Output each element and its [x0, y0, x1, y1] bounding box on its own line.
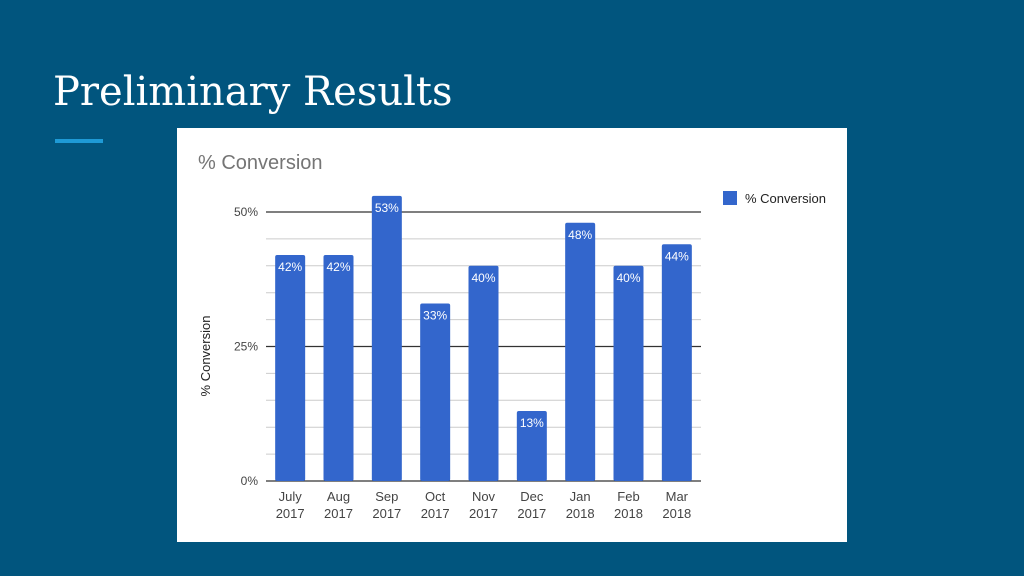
- bar: [516, 411, 547, 481]
- chart-title: % Conversion: [198, 152, 323, 174]
- bar-value-label: 13%: [520, 416, 544, 430]
- y-axis-tick-labels: 0% 25% 50%: [234, 205, 258, 488]
- x-tick-year: 2018: [566, 506, 595, 521]
- y-tick-label: 25%: [234, 340, 258, 354]
- x-tick-month: Feb: [617, 489, 639, 504]
- legend: % Conversion: [723, 191, 826, 206]
- x-tick-month: Sep: [375, 489, 398, 504]
- bar: [468, 265, 499, 481]
- x-tick-year: 2017: [517, 506, 546, 521]
- x-tick-label: Mar 2018: [662, 489, 691, 521]
- legend-swatch: [723, 191, 737, 205]
- bar: [420, 303, 451, 481]
- x-tick-label: Jan 2018: [566, 489, 595, 521]
- bar-value-label: 42%: [326, 260, 350, 274]
- bar: [323, 255, 354, 481]
- x-tick-label: Sep 2017: [372, 489, 401, 521]
- x-tick-label: Feb 2018: [614, 489, 643, 521]
- x-tick-month: Oct: [425, 489, 446, 504]
- x-tick-year: 2018: [614, 506, 643, 521]
- x-tick-label: Nov 2017: [469, 489, 498, 521]
- bar: [661, 244, 692, 481]
- bar-value-label: 48%: [568, 228, 592, 242]
- bar-value-label: 33%: [423, 308, 447, 322]
- x-tick-year: 2018: [662, 506, 691, 521]
- bar-value-label: 40%: [471, 271, 495, 285]
- legend-label: % Conversion: [745, 191, 826, 206]
- x-tick-year: 2017: [421, 506, 450, 521]
- x-tick-month: Mar: [666, 489, 689, 504]
- x-tick-label: Dec 2017: [517, 489, 546, 521]
- y-tick-label: 50%: [234, 205, 258, 219]
- bar-value-label: 53%: [375, 201, 399, 215]
- x-tick-month: Dec: [520, 489, 544, 504]
- x-tick-month: July: [279, 489, 303, 504]
- chart-panel: % Conversion % Conversion 0% 25% 50% 42% 42…: [177, 128, 847, 542]
- bar-value-label: 42%: [278, 260, 302, 274]
- bar-value-label: 40%: [616, 271, 640, 285]
- bar: [613, 265, 644, 481]
- x-tick-label: Oct 2017: [421, 489, 450, 521]
- x-tick-year: 2017: [276, 506, 305, 521]
- x-tick-label: Aug 2017: [324, 489, 353, 521]
- x-tick-year: 2017: [469, 506, 498, 521]
- x-tick-month: Jan: [570, 489, 591, 504]
- bar-value-label: 44%: [665, 249, 689, 263]
- y-tick-label: 0%: [241, 474, 259, 488]
- x-tick-year: 2017: [324, 506, 353, 521]
- bars: 42% 42% 53% 33% 40% 13% 48% 40% 44%: [275, 195, 692, 482]
- x-axis-tick-labels: July 2017 Aug 2017 Sep 2017 Oct 2017 Nov 2017 Dec 2…: [276, 489, 692, 521]
- bar: [565, 222, 596, 481]
- bar: [275, 255, 306, 481]
- conversion-bar-chart: % Conversion % Conversion 0%25%50% 42% 42…: [198, 152, 826, 521]
- x-tick-month: Nov: [472, 489, 496, 504]
- x-tick-month: Aug: [327, 489, 350, 504]
- bar: [371, 195, 402, 482]
- slide-title: Preliminary Results: [53, 69, 453, 115]
- title-accent-bar: [55, 139, 103, 143]
- x-tick-label: July 2017: [276, 489, 305, 521]
- y-axis-label: % Conversion: [198, 316, 213, 397]
- x-tick-year: 2017: [372, 506, 401, 521]
